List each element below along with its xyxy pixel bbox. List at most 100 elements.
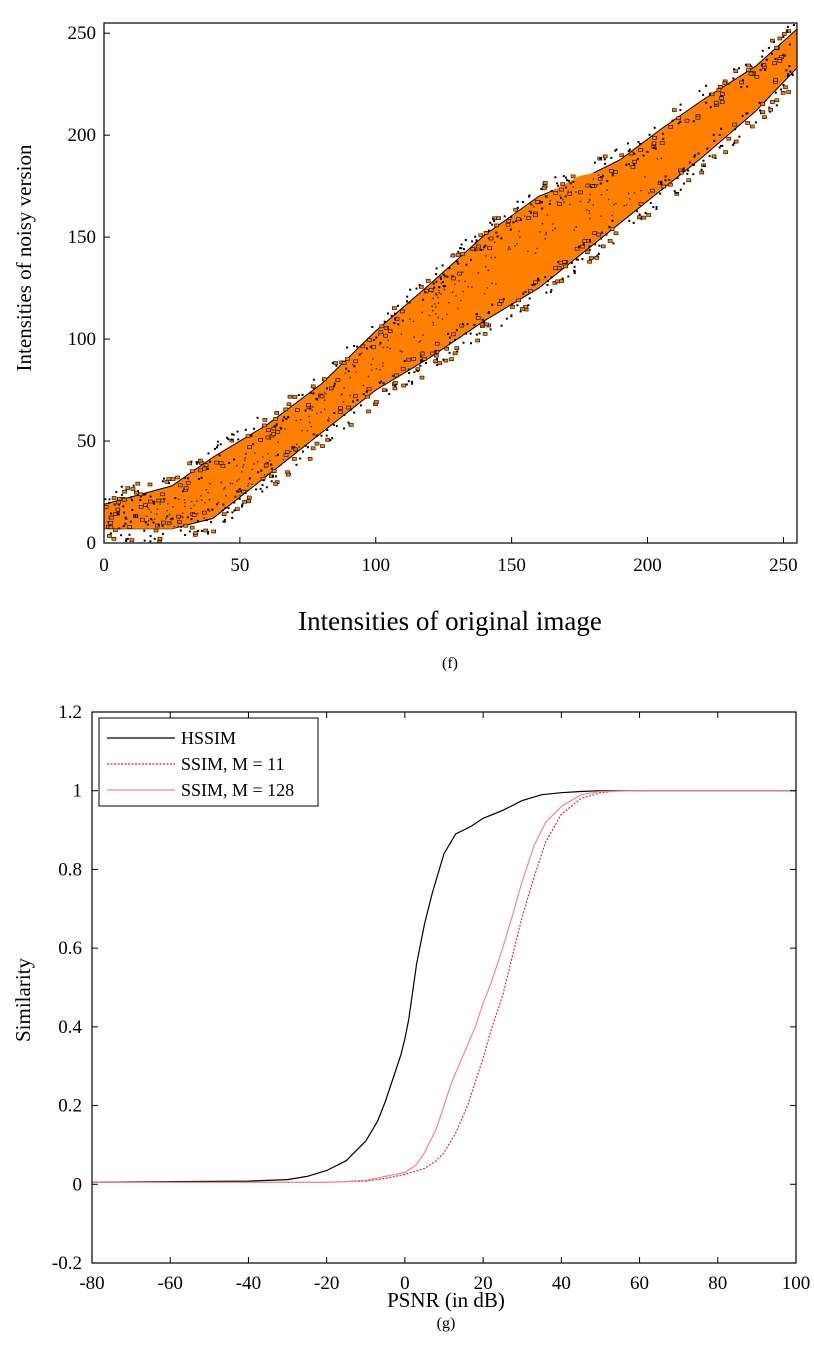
density-speck (623, 205, 625, 207)
density-speck (125, 517, 128, 520)
density-speck (483, 292, 486, 295)
density-speck (378, 330, 384, 335)
density-speck (120, 493, 123, 496)
density-speck (443, 358, 449, 363)
density-speck (284, 450, 290, 454)
density-speck (548, 202, 551, 205)
density-speck (109, 512, 112, 515)
y-tick-label-g: 1 (73, 781, 83, 802)
density-speck (691, 163, 694, 166)
density-speck (443, 288, 446, 291)
density-speck (625, 163, 628, 166)
density-speck (444, 285, 447, 288)
density-speck (143, 539, 146, 542)
density-speck (356, 399, 359, 402)
density-speck (532, 213, 538, 218)
density-speck (678, 170, 684, 175)
x-tick-label-g: 60 (630, 1273, 649, 1294)
density-speck (131, 508, 134, 511)
density-speck (271, 432, 277, 436)
density-speck (493, 220, 496, 223)
density-speck (668, 178, 671, 181)
density-speck (196, 461, 199, 464)
density-speck (454, 346, 460, 350)
density-speck (500, 324, 503, 327)
density-speck (613, 203, 615, 206)
density-speck (619, 153, 625, 158)
density-speck (768, 106, 771, 109)
density-speck (693, 163, 695, 166)
density-speck (161, 480, 164, 483)
density-speck (127, 525, 132, 529)
density-speck (668, 182, 673, 187)
density-speck (411, 382, 414, 385)
density-speck (406, 295, 409, 298)
density-speck (116, 500, 121, 505)
legend: HSSIM SSIM, M = 11 SSIM, M = 128 (98, 717, 319, 807)
density-speck (437, 316, 440, 319)
density-speck (562, 198, 564, 201)
density-speck (785, 69, 788, 72)
density-speck (125, 538, 128, 541)
density-speck (236, 464, 238, 467)
y-tick-label-f: 250 (68, 23, 97, 44)
density-speck (231, 482, 234, 485)
density-speck (606, 180, 609, 183)
density-speck (391, 329, 393, 331)
density-speck (400, 309, 405, 314)
y-tick-label-g: -0.2 (52, 1253, 82, 1274)
density-speck (163, 477, 165, 480)
density-speck (425, 279, 431, 283)
density-speck (449, 341, 451, 344)
density-speck (231, 433, 234, 436)
density-speck (435, 306, 437, 308)
density-speck (764, 69, 767, 71)
density-speck (572, 186, 574, 188)
density-speck (187, 477, 190, 480)
density-speck (550, 190, 553, 193)
density-speck (448, 351, 451, 354)
density-speck (333, 412, 336, 414)
density-speck (343, 427, 346, 430)
density-speck (733, 69, 739, 73)
density-speck (178, 522, 180, 524)
density-speck (438, 286, 441, 289)
density-speck (257, 471, 260, 474)
density-speck (203, 517, 206, 519)
density-speck (271, 469, 277, 474)
density-speck (315, 398, 318, 400)
density-speck (506, 219, 511, 223)
legend-entry-label: HSSIM (181, 728, 236, 748)
density-speck (471, 240, 474, 243)
density-speck (694, 154, 697, 157)
density-speck (227, 507, 230, 510)
density-speck (599, 157, 602, 160)
density-speck (200, 476, 203, 479)
density-speck (712, 133, 715, 136)
density-speck (628, 151, 634, 156)
density-speck (476, 244, 481, 249)
density-speck (702, 93, 705, 96)
density-speck (717, 85, 723, 89)
density-speck (269, 438, 272, 440)
density-speck (644, 176, 646, 178)
density-speck (207, 530, 210, 533)
density-speck (397, 323, 400, 326)
density-speck (549, 200, 551, 202)
density-speck (117, 503, 120, 506)
density-speck (168, 482, 171, 485)
density-speck (484, 265, 487, 268)
density-speck (516, 206, 519, 209)
density-speck (312, 406, 314, 408)
density-speck (782, 53, 785, 56)
density-speck (433, 303, 436, 305)
density-speck (676, 177, 679, 180)
density-speck (435, 293, 438, 296)
density-speck (441, 318, 444, 320)
density-speck (523, 305, 528, 309)
density-speck (420, 359, 423, 362)
density-speck (243, 459, 246, 462)
density-speck (241, 503, 244, 506)
density-speck (539, 231, 541, 233)
density-speck (588, 248, 591, 251)
